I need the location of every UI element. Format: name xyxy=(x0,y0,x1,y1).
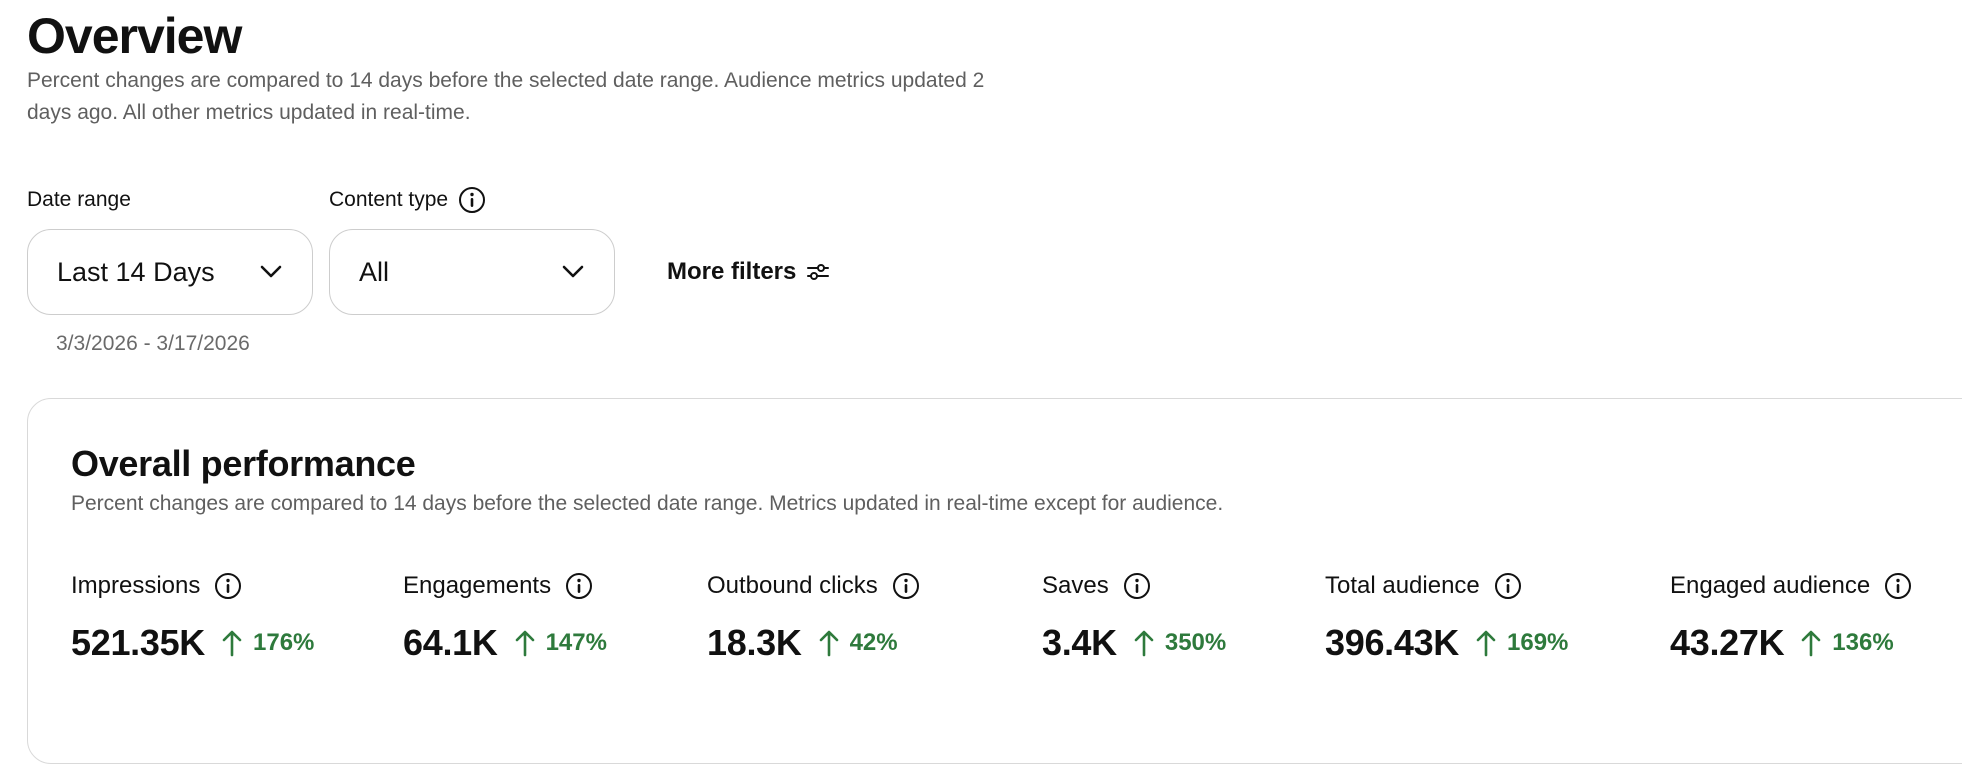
metric-total-audience[interactable]: Total audience 396.43K 169% xyxy=(1325,568,1568,664)
date-range-label: Date range xyxy=(27,188,131,211)
metric-label: Engagements xyxy=(403,572,552,599)
page-subtitle: Percent changes are compared to 14 days … xyxy=(27,69,985,124)
arrow-up-icon xyxy=(1133,629,1155,657)
arrow-up-icon xyxy=(1475,629,1497,657)
content-type-value: All xyxy=(359,256,390,287)
card-subtitle: Percent changes are compared to 14 days … xyxy=(71,492,1224,515)
content-type-label: Content type xyxy=(329,188,449,211)
page-title: Overview xyxy=(27,8,242,64)
chevron-down-icon xyxy=(562,265,584,279)
metric-label: Engaged audience xyxy=(1670,572,1871,599)
metric-label: Outbound clicks xyxy=(707,572,878,599)
overall-performance-card xyxy=(27,398,1962,764)
metric-change: 42% xyxy=(849,629,898,656)
info-circle-icon[interactable] xyxy=(458,186,486,214)
arrow-up-icon xyxy=(221,629,243,657)
metric-change: 350% xyxy=(1164,629,1227,656)
metric-value: 43.27K xyxy=(1670,622,1785,663)
date-range-dates: 3/3/2026 - 3/17/2026 xyxy=(56,332,250,355)
more-filters-button[interactable]: More filters xyxy=(667,256,830,288)
date-range-value: Last 14 Days xyxy=(57,256,215,287)
chevron-down-icon xyxy=(260,265,282,279)
info-circle-icon[interactable] xyxy=(1884,572,1912,600)
metric-change: 147% xyxy=(545,629,607,656)
info-circle-icon[interactable] xyxy=(214,572,242,600)
metric-value: 64.1K xyxy=(403,622,498,663)
metric-outbound-clicks[interactable]: Outbound clicks 18.3K 42% xyxy=(707,568,920,664)
metric-saves[interactable]: Saves 3.4K 350% xyxy=(1042,568,1226,664)
info-circle-icon[interactable] xyxy=(565,572,593,600)
info-circle-icon[interactable] xyxy=(1494,572,1522,600)
content-type-label-group: Content type xyxy=(329,186,486,214)
metric-value: 521.35K xyxy=(71,622,206,663)
card-title: Overall performance xyxy=(71,443,416,484)
metric-engagements[interactable]: Engagements 64.1K 147% xyxy=(403,568,607,664)
metric-engaged-audience[interactable]: Engaged audience 43.27K 136% xyxy=(1670,568,1912,664)
metric-value: 18.3K xyxy=(707,622,802,663)
metric-value: 396.43K xyxy=(1325,622,1460,663)
info-circle-icon[interactable] xyxy=(892,572,920,600)
metric-impressions[interactable]: Impressions 521.35K 176% xyxy=(71,568,314,664)
metric-label: Saves xyxy=(1042,572,1109,599)
metric-value: 3.4K xyxy=(1042,622,1117,663)
date-range-select[interactable]: Last 14 Days xyxy=(27,229,313,315)
metric-change: 136% xyxy=(1832,629,1894,656)
content-type-select[interactable]: All xyxy=(329,229,615,315)
arrow-up-icon xyxy=(514,629,536,657)
date-range-label-group: Date range xyxy=(27,186,131,214)
arrow-up-icon xyxy=(818,629,840,657)
arrow-up-icon xyxy=(1800,629,1822,657)
metric-change: 169% xyxy=(1507,629,1569,656)
metric-label: Total audience xyxy=(1325,572,1480,599)
metric-label: Impressions xyxy=(71,572,201,599)
more-filters-label: More filters xyxy=(667,258,797,285)
metric-change: 176% xyxy=(253,629,315,656)
info-circle-icon[interactable] xyxy=(1123,572,1151,600)
sliders-icon xyxy=(806,260,830,284)
